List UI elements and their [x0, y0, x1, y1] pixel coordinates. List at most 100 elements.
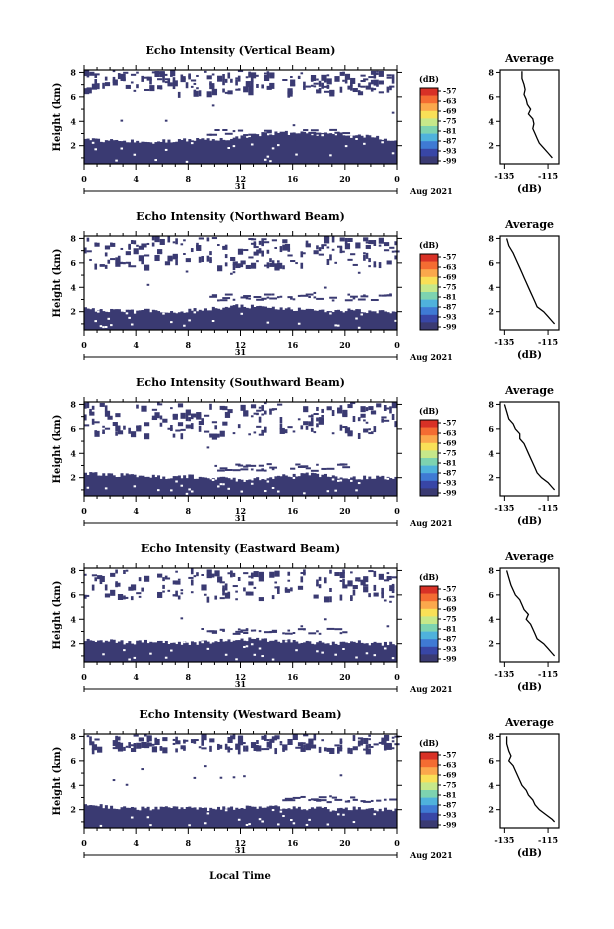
echo-cell — [115, 431, 118, 436]
echo-cell — [232, 137, 236, 164]
echo-cell — [123, 425, 126, 430]
echo-cell — [277, 262, 280, 269]
echo-cell — [86, 308, 90, 330]
echo-cell — [159, 640, 163, 662]
echo-cell — [318, 87, 322, 90]
echo-cell — [277, 309, 281, 330]
echo-cell — [120, 247, 124, 250]
echo-cell — [214, 140, 218, 164]
echo-cell — [235, 136, 239, 164]
echo-cell — [203, 477, 207, 496]
echo-cell — [305, 640, 309, 662]
x-tick-label: 20 — [339, 506, 351, 516]
echo-cell — [170, 425, 173, 432]
echo-cell — [115, 262, 121, 267]
heatmap — [84, 568, 398, 662]
echo-cell — [339, 463, 345, 466]
profile-frame — [499, 69, 560, 165]
echo-cell — [133, 807, 137, 828]
echo-cell — [230, 641, 234, 662]
echo-cell — [94, 242, 98, 245]
echo-cell — [352, 297, 356, 300]
echo-cell — [245, 297, 249, 300]
echo-cell — [303, 131, 307, 164]
echo-gap — [130, 323, 134, 326]
echo-cell — [201, 747, 207, 750]
echo-cell — [125, 473, 129, 496]
echo-cell — [201, 310, 205, 330]
echo-cell — [310, 744, 317, 749]
echo-cell — [292, 298, 296, 301]
echo-cell — [337, 808, 341, 828]
echo-cell — [383, 744, 387, 751]
echo-cell — [177, 139, 181, 164]
echo-cell — [344, 642, 348, 662]
echo-cell — [318, 418, 322, 421]
echo-cell — [373, 743, 379, 746]
echo-cell — [151, 474, 155, 496]
echo-cell — [323, 286, 327, 289]
colorbar-swatch — [420, 805, 438, 814]
echo-cell — [352, 310, 356, 330]
echo-gap — [224, 653, 228, 656]
echo-cell — [94, 242, 100, 247]
echo-cell — [136, 404, 139, 409]
echo-gap — [128, 658, 131, 661]
echo-cell — [274, 748, 278, 755]
echo-cell — [193, 82, 197, 85]
echo-cell — [386, 140, 390, 164]
y-tick-label: 8 — [70, 67, 76, 77]
echo-cell — [389, 86, 392, 91]
echo-cell — [318, 640, 322, 662]
echo-cell — [313, 132, 317, 164]
echo-cell — [360, 312, 364, 330]
echo-cell — [141, 258, 144, 265]
echo-cell — [394, 421, 397, 428]
echo-cell — [269, 72, 275, 79]
x-tick-label: 20 — [339, 174, 351, 184]
echo-cell — [360, 406, 366, 413]
echo-cell — [123, 140, 127, 164]
x-tick-label: 0 — [394, 838, 400, 848]
echo-cell — [177, 91, 181, 98]
echo-cell — [347, 258, 353, 261]
profile-x-tick-label: -115 — [538, 337, 558, 347]
echo-cell — [274, 309, 278, 330]
echo-cell — [287, 738, 293, 745]
echo-cell — [376, 475, 380, 496]
echo-cell — [84, 402, 87, 409]
echo-cell — [180, 311, 184, 330]
echo-gap — [355, 317, 358, 320]
echo-cell — [313, 808, 317, 828]
echo-cell — [370, 299, 379, 302]
echo-cell — [175, 748, 178, 753]
echo-gap — [97, 310, 100, 313]
echo-cell — [334, 744, 340, 747]
echo-cell — [347, 643, 351, 662]
echo-cell — [201, 477, 205, 496]
echo-cell — [258, 640, 262, 662]
echo-cell — [290, 632, 293, 635]
echo-cell — [170, 478, 174, 496]
profile-y-tick-label: 4 — [488, 614, 494, 624]
echo-cell — [321, 474, 325, 496]
y-tick-label: 6 — [70, 756, 76, 766]
colorbar-frame — [419, 585, 439, 663]
echo-cell — [110, 473, 114, 496]
echo-cell — [365, 407, 369, 412]
echo-gap — [222, 483, 225, 486]
echo-cell — [125, 251, 131, 256]
echo-cell — [266, 463, 272, 466]
echo-cell — [248, 479, 252, 496]
echo-cell — [149, 477, 153, 496]
echo-cell — [196, 242, 199, 249]
echo-cell — [258, 597, 264, 602]
echo-cell — [237, 808, 241, 828]
echo-gap — [243, 645, 246, 648]
echo-cell — [97, 806, 101, 828]
echo-cell — [274, 131, 278, 164]
echo-cell — [245, 641, 249, 662]
echo-cell — [378, 294, 382, 297]
echo-cell — [378, 80, 384, 85]
echo-gap — [266, 480, 270, 483]
